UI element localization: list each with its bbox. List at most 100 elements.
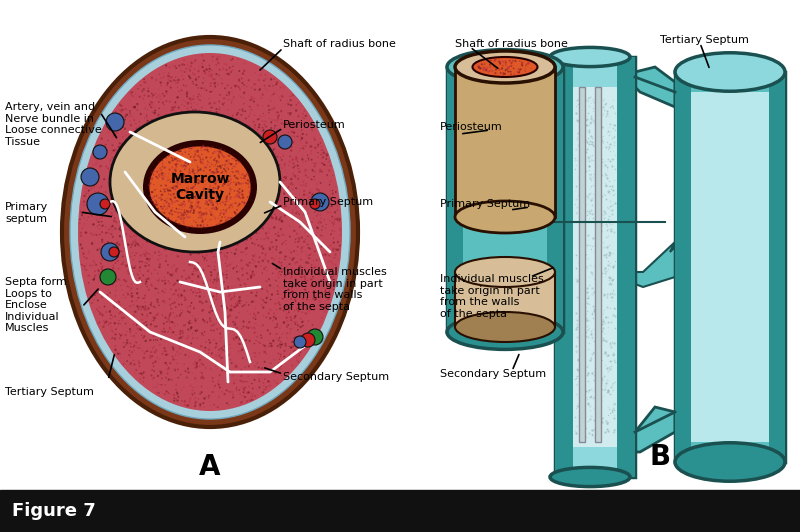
Point (598, 313, 611, 322)
Point (295, 273, 308, 281)
Point (222, 387, 234, 395)
Point (185, 63, 198, 71)
Point (194, 160, 206, 169)
Point (185, 339, 198, 348)
Point (158, 288, 171, 297)
Point (607, 311, 620, 319)
Point (144, 353, 157, 362)
Point (595, 276, 608, 284)
Point (510, 68, 523, 76)
Point (218, 164, 230, 173)
Point (145, 211, 158, 219)
Point (189, 180, 202, 189)
Point (599, 253, 612, 261)
Point (146, 74, 158, 82)
Point (218, 128, 231, 137)
Point (513, 66, 526, 75)
Point (186, 165, 199, 173)
Point (298, 237, 310, 246)
Point (162, 157, 175, 166)
Point (238, 60, 250, 68)
Point (201, 317, 214, 326)
Point (220, 157, 233, 165)
Point (191, 155, 204, 164)
Point (182, 144, 195, 152)
Point (200, 350, 213, 359)
Point (266, 81, 279, 90)
Ellipse shape (473, 57, 538, 77)
Point (177, 347, 190, 355)
Point (310, 256, 323, 264)
Point (198, 256, 210, 264)
Point (600, 267, 613, 276)
Point (113, 310, 126, 318)
Point (223, 203, 236, 212)
Point (94, 276, 107, 284)
Point (204, 199, 217, 207)
Point (592, 328, 605, 336)
Point (314, 289, 327, 298)
Point (205, 170, 218, 178)
Point (249, 303, 262, 312)
Point (175, 221, 188, 230)
Point (275, 106, 288, 115)
Point (209, 257, 222, 265)
Point (271, 376, 284, 384)
Point (195, 211, 208, 219)
Point (287, 254, 300, 262)
Point (180, 184, 193, 192)
Point (217, 324, 230, 332)
Point (593, 354, 606, 362)
Point (249, 85, 262, 94)
Point (570, 373, 582, 382)
Point (254, 223, 266, 231)
Point (593, 258, 606, 267)
Point (184, 184, 197, 193)
Point (571, 379, 584, 388)
Point (195, 146, 208, 155)
Point (217, 192, 230, 201)
Point (94, 162, 106, 171)
Point (99, 229, 112, 237)
Point (212, 182, 225, 190)
Point (599, 171, 612, 180)
Point (113, 316, 126, 325)
Point (93, 267, 106, 276)
Point (275, 371, 288, 380)
Point (162, 202, 174, 210)
Point (142, 310, 154, 319)
Point (179, 159, 192, 167)
Point (191, 259, 204, 268)
Point (102, 290, 114, 299)
Point (192, 179, 205, 187)
Point (274, 186, 286, 195)
Point (607, 121, 620, 130)
Point (298, 285, 311, 294)
Point (593, 130, 606, 139)
Point (151, 208, 164, 217)
Point (285, 249, 298, 257)
Point (608, 304, 621, 313)
Point (204, 144, 217, 153)
Point (576, 181, 589, 190)
Point (194, 157, 207, 166)
Point (574, 224, 587, 232)
Point (226, 393, 239, 402)
Point (178, 172, 191, 181)
Point (606, 206, 618, 214)
Point (262, 257, 274, 265)
Point (302, 328, 315, 337)
Point (578, 282, 590, 291)
Point (243, 259, 256, 267)
Point (586, 180, 599, 189)
Point (149, 137, 162, 145)
Point (215, 278, 228, 286)
Point (210, 159, 223, 168)
Point (273, 215, 286, 224)
Point (98, 317, 111, 326)
Point (216, 198, 229, 206)
Point (296, 119, 309, 128)
Point (146, 130, 158, 139)
Point (326, 226, 338, 235)
Point (174, 159, 186, 168)
